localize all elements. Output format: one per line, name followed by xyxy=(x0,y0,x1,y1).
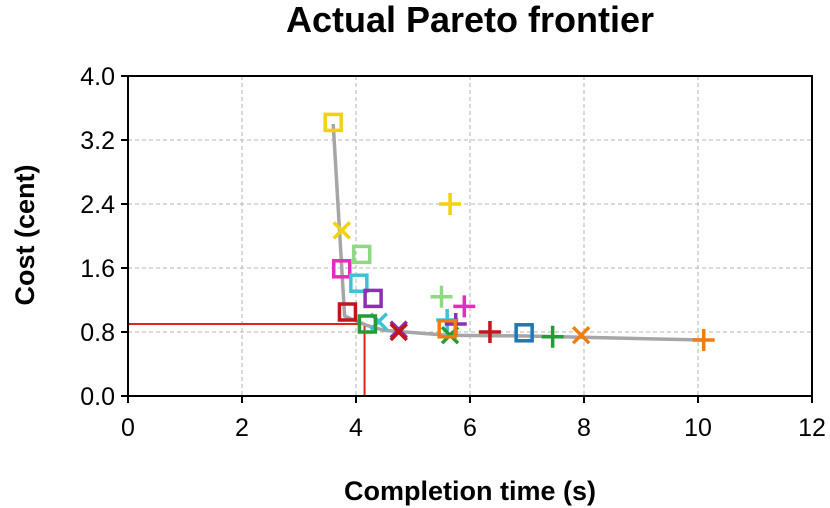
y-tick-label: 2.4 xyxy=(80,191,115,219)
y-tick-label: 0.8 xyxy=(80,319,115,347)
x-tick-labels: 0 2 4 6 8 10 12 xyxy=(121,414,826,442)
x-axis-label: Completion time (s) xyxy=(344,476,596,506)
data-point-plus xyxy=(692,329,715,351)
data-point-x xyxy=(389,322,408,342)
x-tick-label: 8 xyxy=(577,414,591,442)
y-tick-label: 0.0 xyxy=(80,383,115,411)
data-point-plus xyxy=(478,321,501,343)
data-point-square xyxy=(332,259,352,279)
x-tick-label: 10 xyxy=(684,414,712,442)
y-tick-label: 3.2 xyxy=(80,127,115,155)
data-point-x xyxy=(332,221,351,240)
data-point-square xyxy=(437,319,457,339)
reference-lines xyxy=(128,323,366,396)
axes xyxy=(121,75,813,403)
x-tick-label: 4 xyxy=(349,414,363,442)
data-point-square xyxy=(363,288,383,309)
grid xyxy=(128,76,812,396)
data-point-square xyxy=(351,244,372,265)
data-point-square xyxy=(323,112,343,133)
plot-frame xyxy=(127,75,813,397)
data-point-square xyxy=(349,273,369,293)
data-point-plus xyxy=(541,325,564,348)
y-tick-label: 1.6 xyxy=(80,255,115,283)
x-tick-label: 2 xyxy=(235,414,249,442)
chart-title: Actual Pareto frontier xyxy=(286,0,654,40)
y-tick-label: 4.0 xyxy=(80,63,115,91)
data-point-plus xyxy=(439,193,462,215)
data-point-square xyxy=(357,314,378,334)
y-axis-label: Cost (cent) xyxy=(10,165,40,306)
frontier-line xyxy=(331,123,704,342)
data-point-square xyxy=(337,302,358,322)
pareto-frontier xyxy=(331,123,704,342)
data-point-x xyxy=(571,325,591,345)
data-point-plus xyxy=(453,295,476,318)
y-tick-labels: 0.0 0.8 1.6 2.4 3.2 4.0 xyxy=(80,63,115,411)
x-tick-label: 6 xyxy=(463,414,477,442)
x-tick-label: 12 xyxy=(798,414,826,442)
x-tick-label: 0 xyxy=(121,414,135,442)
data-point-square xyxy=(514,323,534,343)
data-point-plus xyxy=(430,285,453,308)
data-points xyxy=(323,112,715,351)
